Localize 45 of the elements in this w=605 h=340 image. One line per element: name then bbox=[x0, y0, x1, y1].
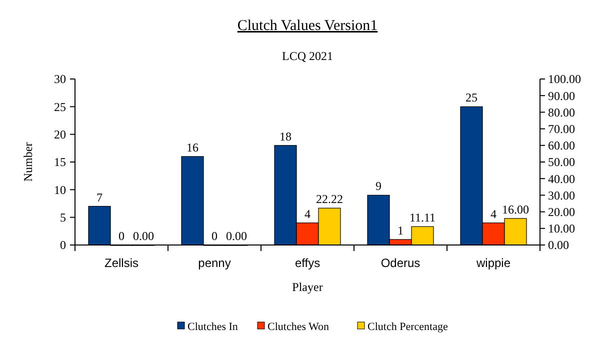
y-tick-label: 25 bbox=[54, 100, 66, 114]
x-axis-title: Player bbox=[292, 280, 323, 294]
y-tick-label: 30 bbox=[54, 72, 66, 86]
x-tick-label: Zellsis bbox=[104, 256, 139, 270]
data-label: 0.00 bbox=[226, 229, 247, 243]
y2-tick-label: 0.00 bbox=[548, 238, 569, 252]
y2-tick-label: 20.00 bbox=[548, 205, 575, 219]
legend-label: Clutch Percentage bbox=[368, 321, 448, 333]
y2-tick-label: 90.00 bbox=[548, 88, 575, 103]
y-tick-label: 20 bbox=[54, 128, 66, 142]
data-label: 4 bbox=[490, 206, 496, 221]
x-tick-label: penny bbox=[198, 256, 231, 270]
legend-label: Clutches Won bbox=[268, 321, 330, 333]
x-tick-label: wippie bbox=[475, 256, 511, 270]
data-label: 16.00 bbox=[502, 202, 529, 216]
y2-tick-label: 10.00 bbox=[548, 222, 575, 236]
y-tick-label: 10 bbox=[54, 182, 66, 197]
x-tick-label: Oderus bbox=[380, 256, 420, 270]
y2-tick-label: 50.00 bbox=[548, 155, 575, 170]
data-label: 9 bbox=[376, 179, 382, 194]
y2-tick-label: 40.00 bbox=[548, 172, 575, 186]
y2-tick-label: 30.00 bbox=[548, 188, 575, 202]
y2-tick-label: 80.00 bbox=[548, 105, 575, 120]
data-label: 0 bbox=[118, 229, 124, 243]
data-label: 1 bbox=[398, 223, 404, 238]
data-label: 0.00 bbox=[133, 229, 154, 243]
y-tick-label: 5 bbox=[60, 210, 66, 225]
data-label: 16 bbox=[186, 140, 198, 154]
y-axis-title: Number bbox=[21, 142, 35, 182]
data-label: 4 bbox=[304, 206, 310, 221]
chart-subtitle: LCQ 2021 bbox=[282, 49, 333, 63]
chart-title: Clutch Values Version1 bbox=[237, 18, 378, 34]
data-label: 22.22 bbox=[316, 192, 343, 206]
data-label: 0 bbox=[212, 229, 218, 243]
data-label: 25 bbox=[466, 90, 478, 105]
y2-tick-label: 60.00 bbox=[548, 138, 575, 153]
y2-tick-label: 100.00 bbox=[548, 72, 581, 86]
data-label: 18 bbox=[280, 129, 292, 144]
y-tick-label: 0 bbox=[60, 238, 66, 252]
data-label: 11.11 bbox=[409, 210, 436, 225]
legend-label: Clutches In bbox=[188, 321, 238, 333]
data-label: 7 bbox=[96, 190, 102, 204]
y-tick-label: 15 bbox=[54, 155, 66, 170]
x-tick-label: effys bbox=[294, 256, 320, 270]
y2-tick-label: 70.00 bbox=[548, 122, 575, 136]
